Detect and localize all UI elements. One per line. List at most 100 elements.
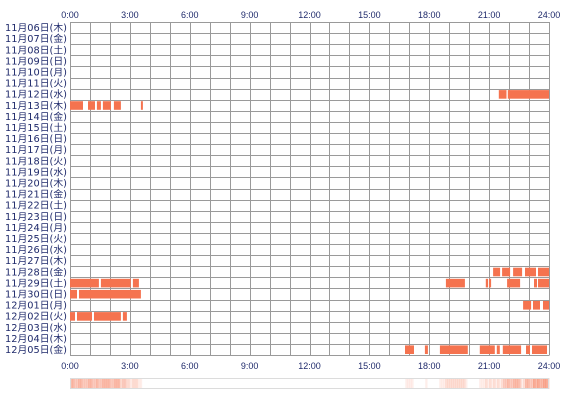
row-label: 11月16日(日)	[5, 134, 67, 145]
row-label: 11月18日(火)	[5, 156, 67, 167]
summary-strip-cell	[527, 378, 530, 389]
activity-bar	[543, 301, 549, 310]
summary-strip-cell	[493, 378, 496, 389]
x-tick-label-top: 3:00	[121, 10, 139, 20]
summary-strip-cell	[99, 378, 103, 389]
x-axis-top: 0:00 3:00 6:00 9:00 12:00 15:00 18:00 21:00 24:0…	[61, 10, 560, 20]
row-label: 11月12日(水)	[5, 89, 67, 101]
summary-strip-cell	[115, 378, 119, 389]
summary-strip-cell	[501, 378, 504, 389]
row-label: 11月17日(月)	[5, 145, 67, 156]
activity-bar	[405, 345, 414, 354]
row-label: 11月23日(日)	[5, 212, 67, 223]
activity-bar	[94, 312, 121, 321]
row-label: 11月29日(土)	[5, 277, 67, 289]
summary-strip-cell	[511, 378, 514, 389]
activity-bar	[526, 345, 530, 354]
x-tick-label-top: 12:00	[298, 10, 321, 20]
summary-strip-cell	[533, 378, 536, 389]
summary-strip-cell	[117, 378, 121, 389]
summary-strip-cell	[453, 378, 456, 389]
activity-bar	[77, 312, 92, 321]
row-label: 11月09日(日)	[5, 56, 67, 67]
summary-strip-cell	[543, 378, 546, 389]
activity-bar	[140, 101, 143, 110]
summary-strip-cell	[85, 378, 89, 389]
summary-strip-cell	[519, 378, 522, 389]
x-tick-label-top: 0:00	[61, 10, 79, 20]
summary-strip-cell	[113, 378, 117, 389]
x-tick-label-bottom: 0:00	[61, 361, 79, 371]
x-tick-label-bottom: 3:00	[121, 361, 139, 371]
activity-bar	[502, 267, 511, 277]
row-label: 11月24日(月)	[5, 223, 67, 234]
row-label: 11月28日(金)	[5, 266, 67, 278]
summary-strip-cell	[529, 378, 532, 389]
activity-bar	[485, 278, 489, 288]
summary-strip-cell	[465, 378, 468, 389]
activity-bar	[533, 301, 540, 310]
summary-strip-cell	[121, 378, 125, 389]
activity-bar	[532, 345, 547, 354]
summary-strip-cell	[495, 378, 498, 389]
row-label: 11月14日(金)	[5, 111, 67, 123]
activity-bar	[538, 278, 549, 288]
summary-strip-cell	[537, 378, 540, 389]
activity-bar	[493, 267, 501, 277]
activity-bar	[122, 312, 127, 321]
summary-strip-cell	[515, 378, 518, 389]
activity-bar	[445, 278, 465, 288]
x-tick-label-top: 9:00	[241, 10, 259, 20]
summary-strip-cell	[87, 378, 91, 389]
summary-strip-cell	[73, 378, 77, 389]
summary-strip-cell	[449, 378, 452, 389]
summary-strip-cell	[535, 378, 538, 389]
activity-bar	[70, 278, 99, 288]
row-label: 11月27日(木)	[5, 255, 67, 267]
row-label: 11月15日(土)	[5, 122, 67, 134]
row-label: 11月20日(木)	[5, 178, 67, 190]
summary-strip-cell	[139, 378, 143, 389]
summary-strip-cell	[461, 378, 464, 389]
activity-bar	[79, 289, 141, 299]
summary-strip-cell	[133, 378, 137, 389]
summary-strip-cell	[107, 378, 111, 389]
summary-strip-cell	[129, 378, 133, 389]
summary-strip-cell	[411, 378, 414, 389]
x-tick-label-bottom: 15:00	[358, 361, 381, 371]
row-label: 12月05日(金)	[5, 344, 67, 356]
activity-bar	[513, 267, 523, 277]
summary-strip-cell	[119, 378, 123, 389]
summary-strip-cell	[101, 378, 105, 389]
row-label: 12月04日(木)	[5, 333, 67, 345]
summary-strip-cell	[81, 378, 85, 389]
activity-bar	[489, 278, 492, 288]
row-label: 11月19日(水)	[5, 166, 67, 178]
summary-strip-cell	[503, 378, 506, 389]
summary-strip-cell	[445, 378, 448, 389]
summary-strip-cell	[111, 378, 115, 389]
summary-strip-cell	[83, 378, 87, 389]
summary-strip-cell	[483, 378, 486, 389]
summary-strip-cell	[517, 378, 520, 389]
summary-strip-cell	[409, 378, 412, 389]
summary-strip-cell	[405, 378, 408, 389]
row-label: 11月26日(水)	[5, 244, 67, 256]
x-axis-bottom: 0:00 3:00 6:00 9:00 12:00 15:00 18:00 21:00 24:0…	[61, 361, 560, 371]
summary-strip	[70, 378, 550, 389]
x-tick-label-top: 15:00	[358, 10, 381, 20]
activity-bar	[70, 312, 75, 321]
summary-strip-cell	[479, 378, 482, 389]
activity-bar	[113, 101, 121, 110]
summary-strip-cell	[447, 378, 450, 389]
summary-strip-cell	[457, 378, 460, 389]
row-label: 12月01日(月)	[5, 301, 67, 312]
summary-strip-cell	[425, 378, 428, 389]
row-label: 12月02日(火)	[5, 312, 67, 323]
row-label: 11月07日(金)	[5, 33, 67, 45]
x-tick-label-bottom: 6:00	[181, 361, 199, 371]
summary-strip-cell	[439, 378, 442, 389]
activity-bar	[70, 289, 77, 299]
summary-strip-cell	[137, 378, 141, 389]
